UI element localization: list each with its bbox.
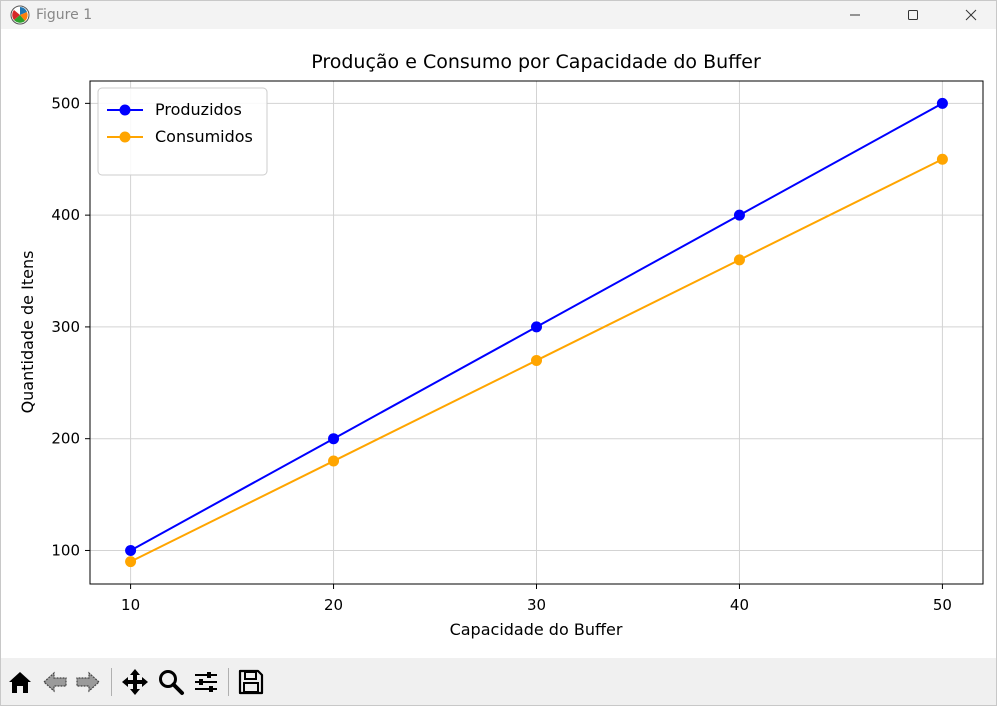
x-axis-label: Capacidade do Buffer — [450, 620, 623, 639]
x-tick-label: 50 — [933, 596, 952, 614]
forward-icon — [76, 671, 100, 693]
series-layer — [125, 97, 948, 568]
home-icon — [9, 672, 31, 693]
x-tick-label: 10 — [121, 596, 140, 614]
zoom-icon — [159, 670, 184, 695]
x-tick-label: 30 — [527, 596, 546, 614]
data-point-produzidos — [328, 433, 340, 445]
legend-label-produzidos: Produzidos — [155, 100, 242, 119]
maximize-button[interactable] — [884, 1, 942, 29]
legend: Produzidos Consumidos — [97, 87, 268, 176]
line-chart: 10 20 30 40 50 100 200 300 400 500 Produção e Con… — [18, 51, 984, 639]
y-axis-label: Quantidade de Itens — [18, 251, 37, 414]
forward-button[interactable] — [72, 666, 104, 698]
data-point-consumidos — [936, 153, 948, 165]
pan-button[interactable] — [119, 666, 151, 698]
data-point-produzidos — [936, 97, 948, 109]
save-icon — [238, 669, 264, 695]
zoom-button[interactable] — [155, 666, 187, 698]
data-point-consumidos — [328, 455, 340, 467]
data-point-consumidos — [531, 354, 542, 366]
legend-marker-produzidos — [119, 104, 131, 116]
legend-label-consumidos: Consumidos — [155, 127, 253, 146]
toolbar-separator — [228, 668, 229, 696]
data-point-produzidos — [125, 544, 137, 556]
back-icon — [43, 671, 67, 693]
data-point-consumidos — [733, 254, 745, 266]
data-point-produzidos — [531, 321, 542, 333]
axis-ticks: 10 20 30 40 50 100 200 300 400 500 — [51, 94, 952, 614]
navigation-toolbar — [1, 658, 996, 705]
data-point-consumidos — [125, 556, 137, 568]
close-icon — [965, 9, 977, 21]
y-tick-label: 500 — [51, 94, 80, 112]
minimize-icon — [850, 14, 860, 16]
toolbar-separator — [111, 668, 112, 696]
y-tick-label: 300 — [51, 318, 80, 336]
data-point-produzidos — [733, 209, 745, 221]
title-bar[interactable]: Figure 1 — [1, 1, 996, 29]
home-button[interactable] — [4, 666, 36, 698]
x-tick-label: 40 — [730, 596, 749, 614]
y-tick-label: 400 — [51, 206, 80, 224]
minimize-button[interactable] — [826, 1, 884, 29]
legend-marker-consumidos — [119, 131, 131, 143]
figure-canvas[interactable]: 10 20 30 40 50 100 200 300 400 500 Produção e Con… — [1, 29, 996, 658]
matplotlib-logo-icon — [10, 5, 30, 25]
configure-subplots-button[interactable] — [190, 666, 222, 698]
back-button[interactable] — [39, 666, 71, 698]
y-tick-label: 100 — [51, 541, 80, 559]
chart-title: Produção e Consumo por Capacidade do Buf… — [311, 51, 761, 73]
pan-icon — [122, 669, 148, 695]
save-button[interactable] — [235, 666, 267, 698]
y-tick-label: 200 — [51, 430, 80, 448]
maximize-icon — [908, 10, 918, 20]
window-title: Figure 1 — [36, 7, 93, 23]
configure-subplots-icon — [195, 672, 217, 692]
close-button[interactable] — [942, 1, 997, 29]
x-tick-label: 20 — [324, 596, 343, 614]
